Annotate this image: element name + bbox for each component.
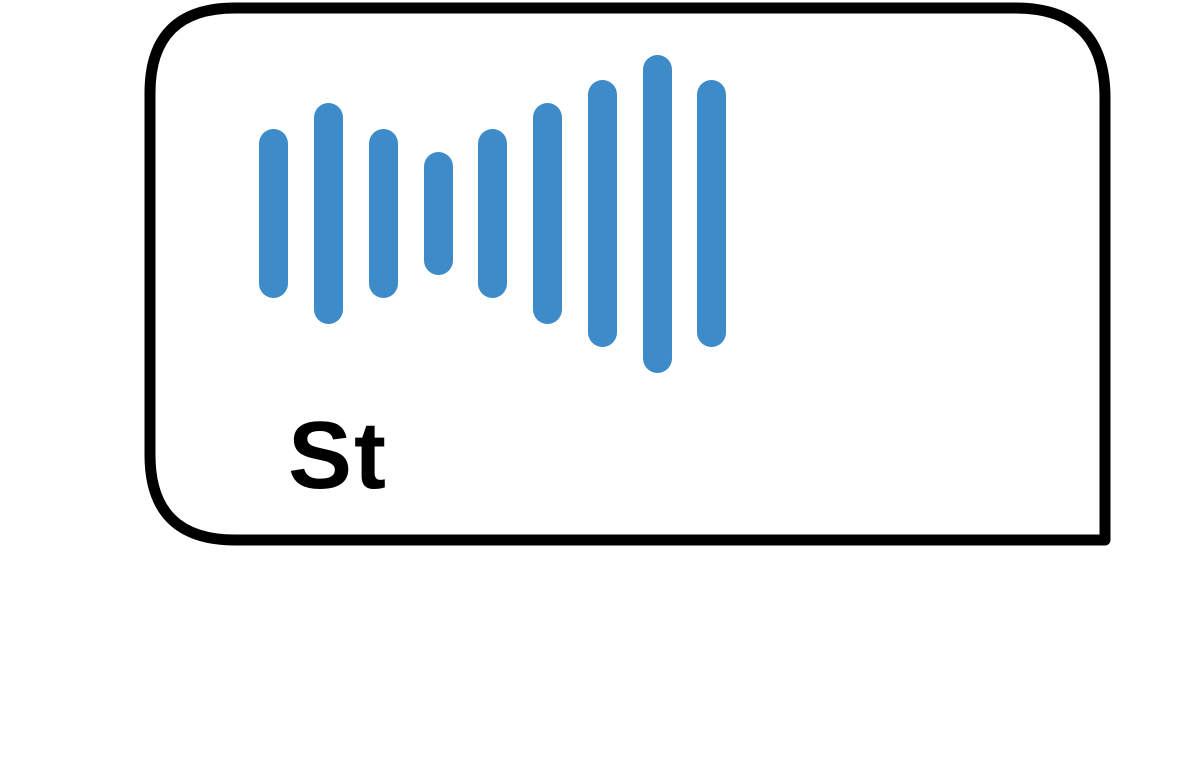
card-label: St <box>288 402 388 509</box>
waveform-bar-7 <box>588 80 617 347</box>
waveform-bar-8 <box>643 55 672 373</box>
waveform-bar-9 <box>697 80 726 347</box>
waveform-bar-2 <box>314 103 343 324</box>
waveform-bar-3 <box>369 129 398 298</box>
waveform-bars <box>259 55 726 373</box>
waveform-bar-5 <box>478 129 507 298</box>
waveform-bar-4 <box>424 152 453 275</box>
waveform-bar-6 <box>533 103 562 324</box>
waveform-bar-1 <box>259 129 288 298</box>
